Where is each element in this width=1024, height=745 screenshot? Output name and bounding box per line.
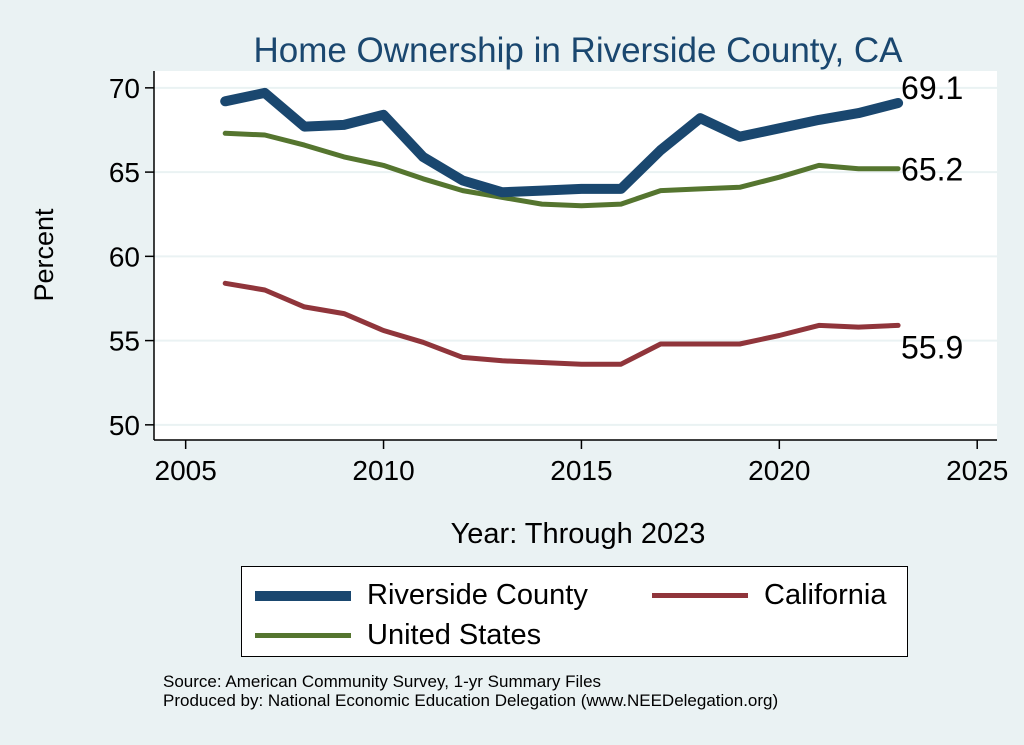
x-axis-label: Year: Through 2023 [451, 518, 706, 550]
axes [153, 71, 997, 441]
chart-title: Home Ownership in Riverside County, CA [253, 31, 903, 70]
x-tick-label: 2010 [352, 455, 414, 486]
end-label-california: 55.9 [901, 329, 963, 365]
end-label-riverside-county: 69.1 [901, 70, 963, 106]
legend-item-riverside: Riverside County [255, 579, 588, 612]
source-note: Source: American Community Survey, 1-yr … [163, 672, 602, 691]
end-label-united-states: 65.2 [901, 152, 963, 188]
x-tick-label: 2015 [550, 455, 612, 486]
series-lines [220, 87, 904, 367]
y-tick-label: 55 [109, 326, 140, 357]
ticks: 50 55 60 65 70 2005 2010 2015 2020 2025 [109, 73, 1009, 486]
y-tick-label: 70 [109, 73, 140, 104]
legend-swatch-united-states [255, 633, 351, 638]
legend-label-california: California [764, 579, 887, 611]
source-notes: Source: American Community Survey, 1-yr … [163, 672, 778, 710]
y-tick-label: 60 [109, 241, 140, 272]
chart-canvas: Home Ownership in Riverside County, CA 5… [29, 31, 1009, 550]
series-line-riverside-county [220, 87, 904, 198]
series-line-united-states [222, 130, 901, 209]
x-tick-label: 2020 [748, 455, 810, 486]
y-tick-label: 65 [109, 157, 140, 188]
x-tick-label: 2005 [155, 455, 217, 486]
legend-item-united-states: United States [255, 619, 541, 652]
gridlines [154, 86, 997, 426]
produced-by-note: Produced by: National Economic Education… [163, 691, 779, 710]
legend-label-united-states: United States [367, 619, 542, 651]
y-tick-label: 50 [109, 410, 140, 441]
legend-item-california: California [652, 579, 887, 612]
end-labels: 69.1 55.9 65.2 [901, 70, 963, 365]
legend-label-riverside: Riverside County [367, 579, 588, 611]
legend-swatch-riverside [255, 590, 351, 601]
series-line-california [222, 280, 901, 367]
legend: Riverside County California United State… [241, 566, 908, 657]
y-axis-label: Percent [29, 208, 59, 302]
x-tick-label: 2025 [946, 455, 1008, 486]
legend-swatch-california [652, 593, 748, 598]
